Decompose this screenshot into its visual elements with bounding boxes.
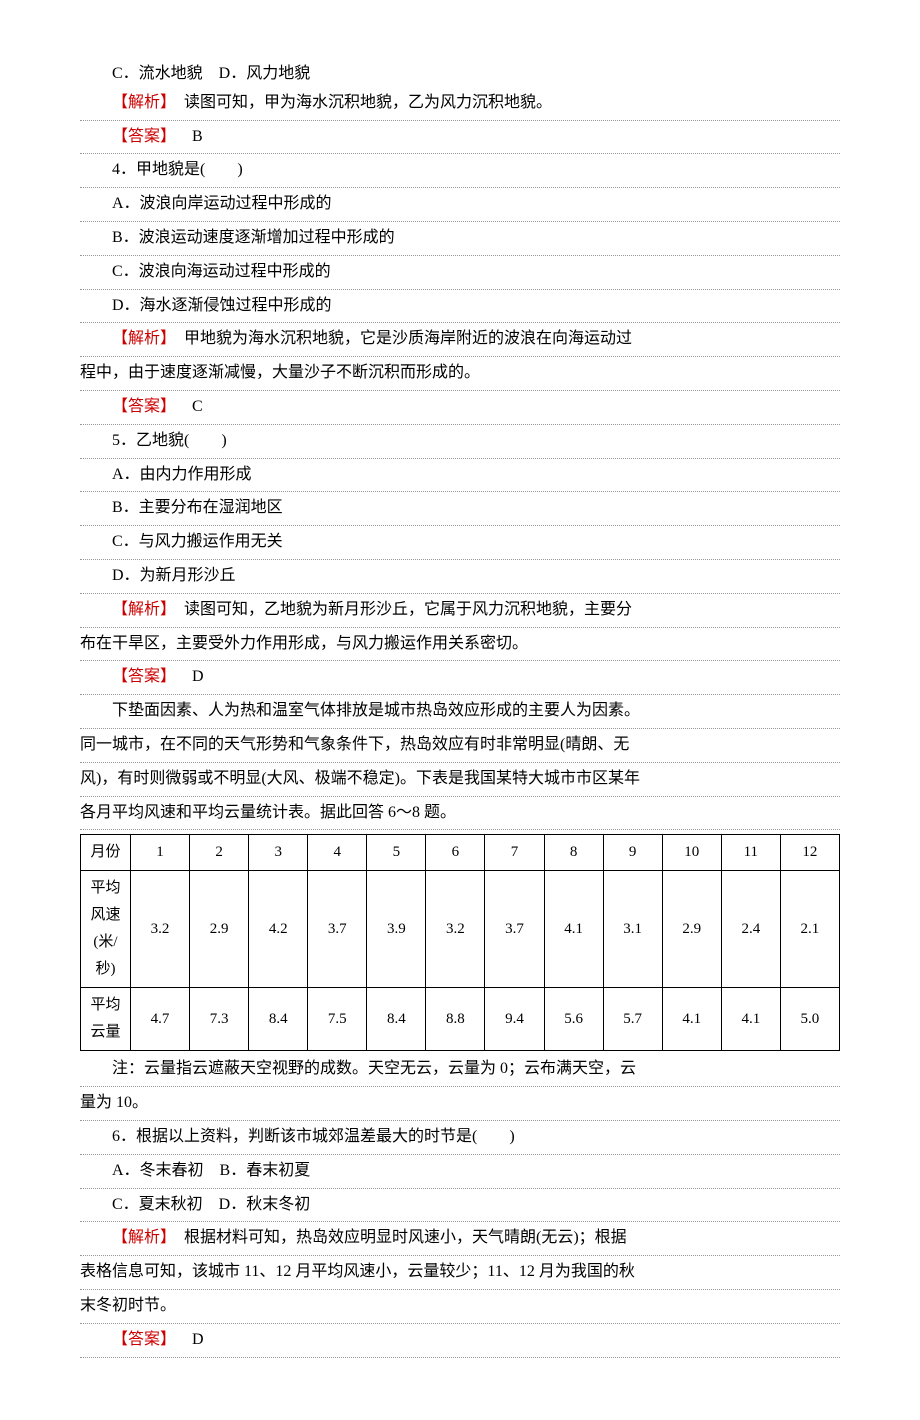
analysis-line: 【解析】 读图可知，甲为海水沉积地貌，乙为风力沉积地貌。 bbox=[80, 89, 840, 121]
analysis-label: 【解析】 bbox=[112, 601, 168, 618]
answer-text: C bbox=[176, 398, 203, 415]
table-cell: 4.1 bbox=[544, 871, 603, 988]
data-table: 月份 1 2 3 4 5 6 7 8 9 10 11 12 平均风速(米/秒) … bbox=[80, 834, 840, 1051]
answer-text: D bbox=[176, 668, 204, 685]
table-cell: 12 bbox=[780, 835, 839, 871]
table-cell: 9.4 bbox=[485, 988, 544, 1051]
table-cell: 9 bbox=[603, 835, 662, 871]
analysis-continuation: 表格信息可知，该城市 11、12 月平均风速小，云量较少；11、12 月为我国的… bbox=[80, 1258, 840, 1290]
table-cell: 3.1 bbox=[603, 871, 662, 988]
cloud-label: 平均云量 bbox=[81, 988, 131, 1051]
table-cell: 2.9 bbox=[662, 871, 721, 988]
answer-line: 【答案】 D bbox=[80, 663, 840, 695]
analysis-text: 甲地貌为海水沉积地貌，它是沙质海岸附近的波浪在向海运动过 bbox=[168, 330, 632, 347]
table-cell: 4 bbox=[308, 835, 367, 871]
note-line: 量为 10。 bbox=[80, 1089, 840, 1121]
analysis-label: 【解析】 bbox=[112, 94, 168, 111]
table-cell: 2 bbox=[190, 835, 249, 871]
table-cell: 4.1 bbox=[662, 988, 721, 1051]
table-cell: 11 bbox=[721, 835, 780, 871]
analysis-label: 【解析】 bbox=[112, 1229, 168, 1246]
table-cell: 5.0 bbox=[780, 988, 839, 1051]
analysis-line: 【解析】 读图可知，乙地貌为新月形沙丘，它属于风力沉积地貌，主要分 bbox=[80, 596, 840, 628]
option-d: D．海水逐渐侵蚀过程中形成的 bbox=[80, 292, 840, 324]
passage-line: 同一城市，在不同的天气形势和气象条件下，热岛效应有时非常明显(晴朗、无 bbox=[80, 731, 840, 763]
option-line-ab: A．冬末春初 B．春末初夏 bbox=[80, 1157, 840, 1189]
option-b: B．波浪运动速度逐渐增加过程中形成的 bbox=[80, 224, 840, 256]
table-cell: 3.9 bbox=[367, 871, 426, 988]
option-c: C．波浪向海运动过程中形成的 bbox=[80, 258, 840, 290]
table-cell: 7.5 bbox=[308, 988, 367, 1051]
table-cell: 3.7 bbox=[485, 871, 544, 988]
option-line-cd: C．夏末秋初 D．秋末冬初 bbox=[80, 1191, 840, 1223]
answer-text: D bbox=[176, 1331, 204, 1348]
answer-text: B bbox=[176, 128, 203, 145]
table-cell: 2.9 bbox=[190, 871, 249, 988]
passage-line: 风)，有时则微弱或不明显(大风、极端不稳定)。下表是我国某特大城市市区某年 bbox=[80, 765, 840, 797]
table-cell: 4.1 bbox=[721, 988, 780, 1051]
note-line: 注：云量指云遮蔽天空视野的成数。天空无云，云量为 0；云布满天空，云 bbox=[80, 1055, 840, 1087]
option-line-cd: C．流水地貌 D．风力地貌 bbox=[80, 60, 840, 89]
table-cell: 4.7 bbox=[131, 988, 190, 1051]
table-row-wind: 平均风速(米/秒) 3.2 2.9 4.2 3.7 3.9 3.2 3.7 4.… bbox=[81, 871, 840, 988]
table-cell: 8.4 bbox=[249, 988, 308, 1051]
analysis-text: 读图可知，乙地貌为新月形沙丘，它属于风力沉积地貌，主要分 bbox=[168, 601, 632, 618]
option-c: C．与风力搬运作用无关 bbox=[80, 528, 840, 560]
analysis-continuation: 末冬初时节。 bbox=[80, 1292, 840, 1324]
passage-line: 下垫面因素、人为热和温室气体排放是城市热岛效应形成的主要人为因素。 bbox=[80, 697, 840, 729]
table-cell: 8.8 bbox=[426, 988, 485, 1051]
analysis-text: 读图可知，甲为海水沉积地貌，乙为风力沉积地貌。 bbox=[168, 94, 552, 111]
table-cell: 8.4 bbox=[367, 988, 426, 1051]
analysis-label: 【解析】 bbox=[112, 330, 168, 347]
table-cell: 2.4 bbox=[721, 871, 780, 988]
answer-line: 【答案】 C bbox=[80, 393, 840, 425]
table-cell: 1 bbox=[131, 835, 190, 871]
table-cell: 7 bbox=[485, 835, 544, 871]
question-5-stem: 5．乙地貌( ) bbox=[80, 427, 840, 459]
table-cell: 8 bbox=[544, 835, 603, 871]
month-header: 月份 bbox=[81, 835, 131, 871]
table-cell: 10 bbox=[662, 835, 721, 871]
analysis-continuation: 布在干旱区，主要受外力作用形成，与风力搬运作用关系密切。 bbox=[80, 630, 840, 662]
table-cell: 6 bbox=[426, 835, 485, 871]
analysis-line: 【解析】 根据材料可知，热岛效应明显时风速小，天气晴朗(无云)；根据 bbox=[80, 1224, 840, 1256]
option-a: A．由内力作用形成 bbox=[80, 461, 840, 493]
table-header-row: 月份 1 2 3 4 5 6 7 8 9 10 11 12 bbox=[81, 835, 840, 871]
option-d: D．为新月形沙丘 bbox=[80, 562, 840, 594]
table-row-cloud: 平均云量 4.7 7.3 8.4 7.5 8.4 8.8 9.4 5.6 5.7… bbox=[81, 988, 840, 1051]
table-cell: 4.2 bbox=[249, 871, 308, 988]
option-a: A．波浪向岸运动过程中形成的 bbox=[80, 190, 840, 222]
table-cell: 5.7 bbox=[603, 988, 662, 1051]
table-cell: 5.6 bbox=[544, 988, 603, 1051]
answer-label: 【答案】 bbox=[112, 128, 168, 145]
answer-label: 【答案】 bbox=[112, 398, 168, 415]
option-b: B．主要分布在湿润地区 bbox=[80, 494, 840, 526]
table-cell: 3.2 bbox=[426, 871, 485, 988]
analysis-line: 【解析】 甲地貌为海水沉积地貌，它是沙质海岸附近的波浪在向海运动过 bbox=[80, 325, 840, 357]
answer-line: 【答案】 B bbox=[80, 123, 840, 155]
table-cell: 3.2 bbox=[131, 871, 190, 988]
table-cell: 2.1 bbox=[780, 871, 839, 988]
wind-label: 平均风速(米/秒) bbox=[81, 871, 131, 988]
table-cell: 7.3 bbox=[190, 988, 249, 1051]
table-cell: 3 bbox=[249, 835, 308, 871]
answer-label: 【答案】 bbox=[112, 1331, 168, 1348]
analysis-continuation: 程中，由于速度逐渐减慢，大量沙子不断沉积而形成的。 bbox=[80, 359, 840, 391]
question-6-stem: 6．根据以上资料，判断该市城郊温差最大的时节是( ) bbox=[80, 1123, 840, 1155]
answer-line: 【答案】 D bbox=[80, 1326, 840, 1358]
table-cell: 5 bbox=[367, 835, 426, 871]
table-cell: 3.7 bbox=[308, 871, 367, 988]
analysis-text: 根据材料可知，热岛效应明显时风速小，天气晴朗(无云)；根据 bbox=[168, 1229, 627, 1246]
answer-label: 【答案】 bbox=[112, 668, 168, 685]
passage-line: 各月平均风速和平均云量统计表。据此回答 6～8 题。 bbox=[80, 799, 840, 831]
question-4-stem: 4．甲地貌是( ) bbox=[80, 156, 840, 188]
